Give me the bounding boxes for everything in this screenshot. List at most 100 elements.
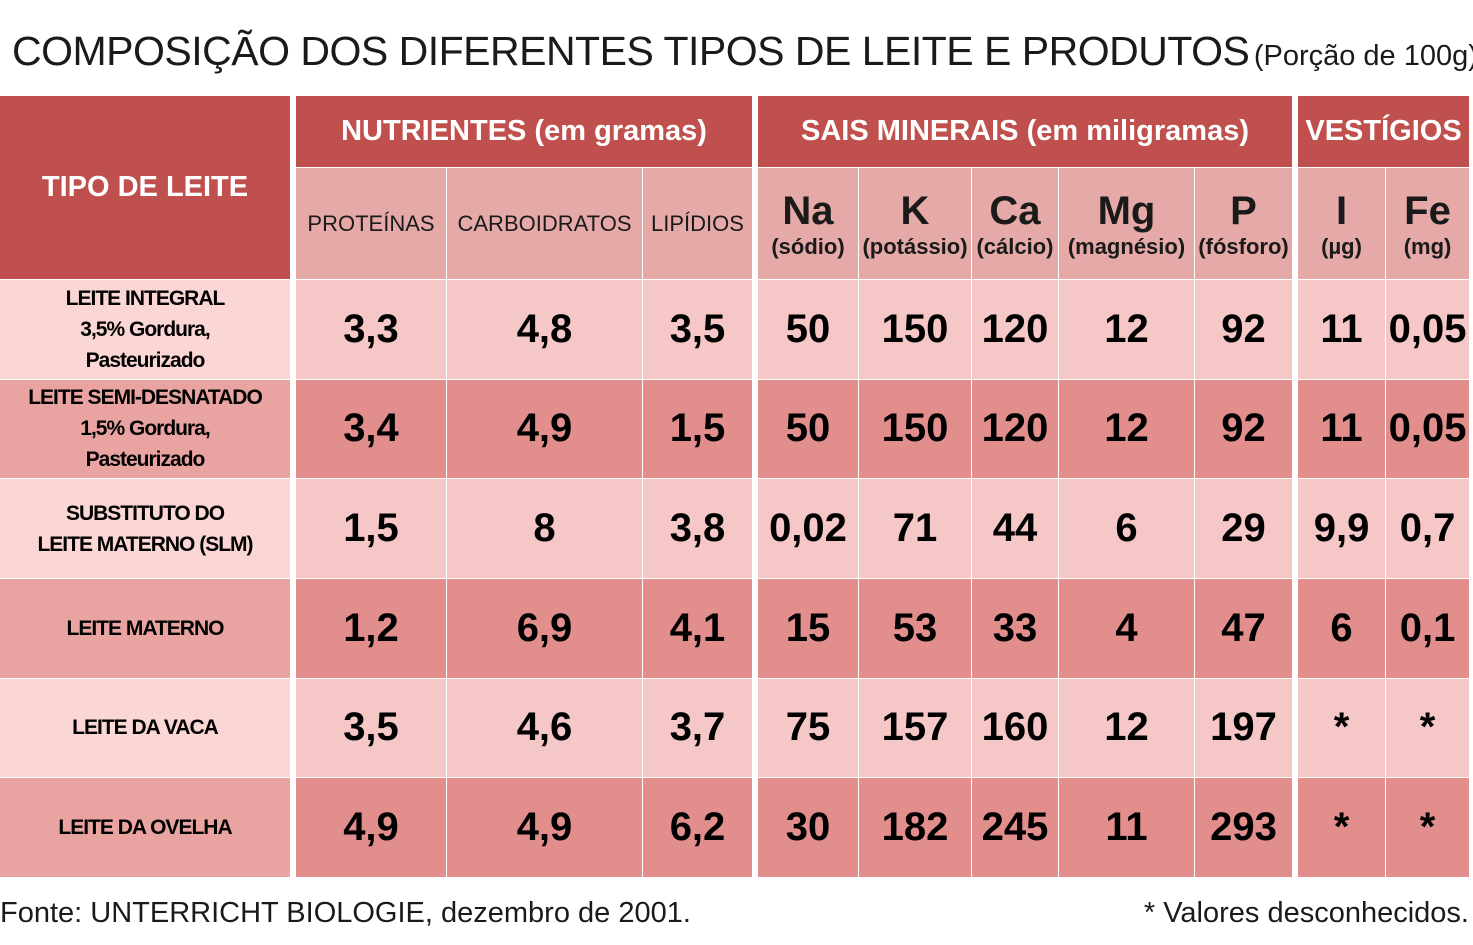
header-sais-minerais: SAIS MINERAIS (em miligramas) <box>758 96 1299 168</box>
value-cell: 92 <box>1195 280 1299 380</box>
header-mg: Mg (magnésio) <box>1059 168 1195 280</box>
value-cell: 8 <box>447 479 643 579</box>
value-cell: 3,5 <box>296 678 447 779</box>
milk-type-name-line: SUBSTITUTO DO <box>65 501 225 525</box>
header-fe: Fe (mg) <box>1386 168 1471 280</box>
header-na-unit: (sódio) <box>771 233 845 259</box>
value-cell: 157 <box>859 678 972 779</box>
value-cell: 12 <box>1059 280 1195 380</box>
value-cell: * <box>1386 678 1471 779</box>
value-cell: 3,5 <box>643 280 758 380</box>
value-cell: 75 <box>758 678 859 779</box>
header-i: I (µg) <box>1298 168 1387 280</box>
header-p-unit: (fósforo) <box>1198 233 1289 259</box>
value-cell: 293 <box>1195 778 1299 878</box>
value-cell: 0,7 <box>1386 479 1471 579</box>
header-ca-symbol: Ca <box>989 188 1041 233</box>
milk-type-name-line: Pasteurizado <box>85 448 206 472</box>
milk-type-name-line: Pasteurizado <box>85 348 206 372</box>
value-cell: 0,1 <box>1386 578 1471 679</box>
milk-type-name: LEITE MATERNO <box>0 578 296 679</box>
milk-type-name-line: LEITE DA VACA <box>72 716 219 740</box>
value-cell: 6,9 <box>447 578 643 679</box>
value-cell: 0,05 <box>1386 379 1471 480</box>
value-cell: 9,9 <box>1298 479 1387 579</box>
value-cell: 1,2 <box>296 578 447 679</box>
value-cell: 4,1 <box>643 578 758 679</box>
value-cell: 182 <box>859 778 972 878</box>
value-cell: 1,5 <box>296 479 447 579</box>
table-body: LEITE INTEGRAL 3,5% Gordura, Pasteurizado 3… <box>0 280 1471 878</box>
value-cell: 92 <box>1195 379 1299 480</box>
header-proteinas: PROTEÍNAS <box>296 168 447 280</box>
table-row: LEITE INTEGRAL 3,5% Gordura, Pasteurizado 3… <box>0 280 1471 380</box>
value-cell: * <box>1298 678 1387 779</box>
milk-type-name: LEITE SEMI-DESNATADO 1,5% Gordura, Pasteur… <box>0 379 296 480</box>
value-cell: * <box>1386 778 1471 878</box>
header-na-symbol: Na <box>782 188 834 233</box>
value-cell: 12 <box>1059 678 1195 779</box>
value-cell: 1,5 <box>643 379 758 480</box>
header-i-unit: (µg) <box>1321 233 1362 259</box>
header-tipo-de-leite: TIPO DE LEITE <box>0 96 296 280</box>
value-cell: 50 <box>758 379 859 480</box>
value-cell: 4,9 <box>296 778 447 878</box>
value-cell: 11 <box>1298 379 1387 480</box>
value-cell: 12 <box>1059 379 1195 480</box>
value-cell: 4 <box>1059 578 1195 679</box>
value-cell: 4,8 <box>447 280 643 380</box>
milk-type-name-line: LEITE INTEGRAL <box>65 286 226 310</box>
title-main: COMPOSIÇÃO DOS DIFERENTES TIPOS DE LEITE… <box>12 28 1250 74</box>
milk-type-name-line: 1,5% Gordura, <box>80 417 210 441</box>
value-cell: 33 <box>972 578 1059 679</box>
table-row: SUBSTITUTO DO LEITE MATERNO (SLM) 1,5 8 3,8 0… <box>0 479 1471 579</box>
table-row: LEITE DA OVELHA 4,9 4,9 6,2 30 182 245 11 293 * * <box>0 778 1471 878</box>
milk-type-name: LEITE DA OVELHA <box>0 778 296 878</box>
value-cell: 11 <box>1298 280 1387 380</box>
value-cell: 4,9 <box>447 778 643 878</box>
page-title: COMPOSIÇÃO DOS DIFERENTES TIPOS DE LEITE… <box>12 28 1473 75</box>
title-subtitle: (Porção de 100g) <box>1253 40 1473 72</box>
header-ca: Ca (cálcio) <box>972 168 1059 280</box>
value-cell: 15 <box>758 578 859 679</box>
value-cell: 150 <box>859 379 972 480</box>
value-cell: 3,7 <box>643 678 758 779</box>
composition-table: TIPO DE LEITE NUTRIENTES (em gramas) SAI… <box>0 96 1471 878</box>
header-k-unit: (potássio) <box>862 233 968 259</box>
header-ca-unit: (cálcio) <box>976 233 1054 259</box>
milk-type-name: SUBSTITUTO DO LEITE MATERNO (SLM) <box>0 479 296 579</box>
value-cell: 120 <box>972 280 1059 380</box>
header-na: Na (sódio) <box>758 168 859 280</box>
value-cell: 3,8 <box>643 479 758 579</box>
header-fe-symbol: Fe <box>1404 188 1451 233</box>
milk-type-name-line: LEITE DA OVELHA <box>58 816 232 840</box>
table-row: LEITE MATERNO 1,2 6,9 4,1 15 53 33 4 47 6 0,1 <box>0 578 1471 679</box>
milk-type-name-line: 3,5% Gordura, <box>80 317 210 341</box>
header-i-symbol: I <box>1335 188 1348 233</box>
unknown-values-note: * Valores desconhecidos. <box>1143 897 1469 929</box>
value-cell: 3,4 <box>296 379 447 480</box>
header-mg-unit: (magnésio) <box>1067 233 1186 259</box>
table-row: LEITE SEMI-DESNATADO 1,5% Gordura, Pasteur… <box>0 379 1471 480</box>
header-p-symbol: P <box>1230 188 1257 233</box>
milk-type-name: LEITE DA VACA <box>0 678 296 779</box>
value-cell: 6,2 <box>643 778 758 878</box>
header-lipidios: LIPÍDIOS <box>643 168 758 280</box>
value-cell: 6 <box>1298 578 1387 679</box>
value-cell: 50 <box>758 280 859 380</box>
value-cell: 3,3 <box>296 280 447 380</box>
value-cell: 4,6 <box>447 678 643 779</box>
value-cell: * <box>1298 778 1387 878</box>
value-cell: 4,9 <box>447 379 643 480</box>
value-cell: 0,02 <box>758 479 859 579</box>
milk-type-name-line: LEITE MATERNO (SLM) <box>37 532 253 556</box>
value-cell: 197 <box>1195 678 1299 779</box>
source-note: Fonte: UNTERRICHT BIOLOGIE, dezembro de … <box>0 897 691 929</box>
value-cell: 47 <box>1195 578 1299 679</box>
milk-type-name: LEITE INTEGRAL 3,5% Gordura, Pasteurizado <box>0 280 296 380</box>
value-cell: 0,05 <box>1386 280 1471 380</box>
value-cell: 44 <box>972 479 1059 579</box>
value-cell: 29 <box>1195 479 1299 579</box>
value-cell: 120 <box>972 379 1059 480</box>
value-cell: 71 <box>859 479 972 579</box>
